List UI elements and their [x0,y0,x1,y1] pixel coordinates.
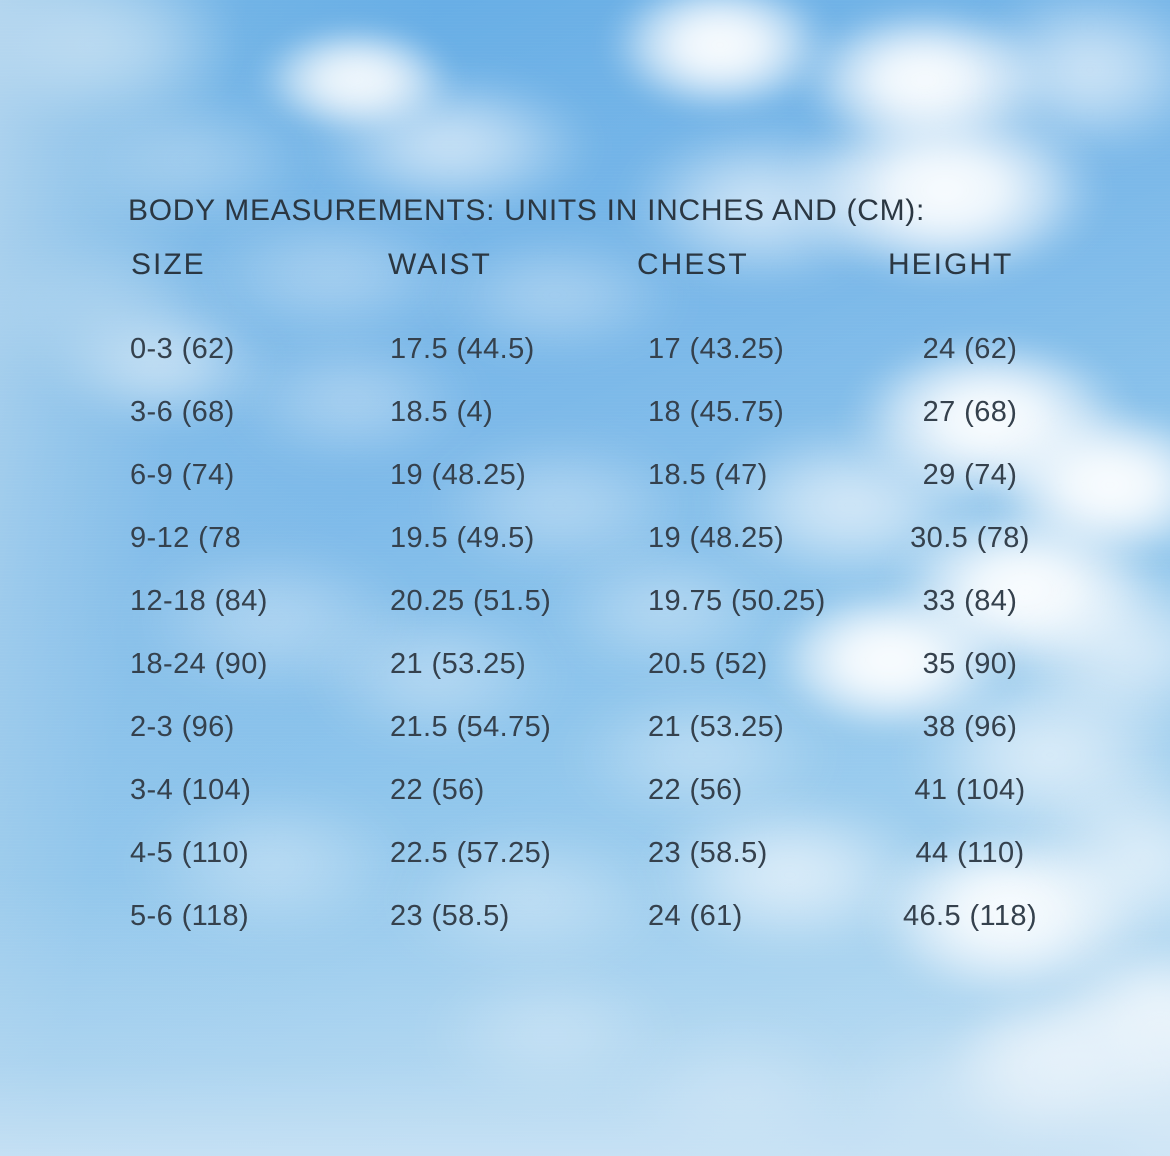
cell-chest: 24 (61) [648,900,743,932]
column-header-chest: CHEST [637,248,749,281]
cell-waist: 19.5 (49.5) [390,522,535,554]
column-header-size: SIZE [131,248,206,281]
cell-waist: 21.5 (54.75) [390,711,552,743]
cell-waist: 23 (58.5) [390,900,510,932]
cell-waist: 18.5 (4) [390,396,494,428]
cell-waist: 22.5 (57.25) [390,837,552,869]
table-row: 18-24 (90) 21 (53.25) 20.5 (52) 35 (90) [0,647,1170,710]
cell-size: 0-3 (62) [130,333,235,365]
column-header-height: HEIGHT [888,248,1014,281]
cell-chest: 17 (43.25) [648,333,785,365]
table-row: 0-3 (62) 17.5 (44.5) 17 (43.25) 24 (62) [0,332,1170,395]
cell-size: 5-6 (118) [130,900,250,932]
cell-waist: 20.25 (51.5) [390,585,552,617]
cell-chest: 19.75 (50.25) [648,585,826,617]
cell-waist: 19 (48.25) [390,459,527,491]
cell-size: 4-5 (110) [130,837,250,869]
cell-chest: 23 (58.5) [648,837,768,869]
cell-size: 3-6 (68) [130,396,235,428]
cell-waist: 22 (56) [390,774,485,806]
table-row: 3-6 (68) 18.5 (4) 18 (45.75) 27 (68) [0,395,1170,458]
cell-size: 18-24 (90) [130,648,268,680]
cell-chest: 19 (48.25) [648,522,785,554]
cell-chest: 18 (45.75) [648,396,785,428]
cell-size: 3-4 (104) [130,774,252,806]
cell-height: 41 (104) [914,774,1026,806]
chart-title: BODY MEASUREMENTS: UNITS IN INCHES AND (… [128,194,925,227]
table-row: 9-12 (78 19.5 (49.5) 19 (48.25) 30.5 (78… [0,521,1170,584]
cell-height: 30.5 (78) [910,522,1030,554]
table-row: 12-18 (84) 20.25 (51.5) 19.75 (50.25) 33… [0,584,1170,647]
cell-height: 24 (62) [922,333,1018,365]
column-header-waist: WAIST [388,248,492,281]
cell-height: 29 (74) [922,459,1018,491]
cell-waist: 17.5 (44.5) [390,333,535,365]
measurements-table: SIZE WAIST CHEST HEIGHT 0-3 (62) 17.5 (4… [0,248,1170,962]
table-header-row: SIZE WAIST CHEST HEIGHT [0,248,1170,332]
cell-size: 6-9 (74) [130,459,235,491]
cell-size: 12-18 (84) [130,585,268,617]
cell-chest: 18.5 (47) [648,459,768,491]
cell-height: 27 (68) [922,396,1018,428]
cell-height: 44 (110) [915,837,1025,869]
cell-height: 35 (90) [922,648,1018,680]
table-row: 2-3 (96) 21.5 (54.75) 21 (53.25) 38 (96) [0,710,1170,773]
cell-height: 46.5 (118) [902,900,1038,932]
cell-chest: 22 (56) [648,774,743,806]
cell-height: 38 (96) [922,711,1018,743]
cell-waist: 21 (53.25) [390,648,527,680]
table-row: 5-6 (118) 23 (58.5) 24 (61) 46.5 (118) [0,899,1170,962]
cell-size: 2-3 (96) [130,711,235,743]
table-row: 6-9 (74) 19 (48.25) 18.5 (47) 29 (74) [0,458,1170,521]
table-row: 3-4 (104) 22 (56) 22 (56) 41 (104) [0,773,1170,836]
table-row: 4-5 (110) 22.5 (57.25) 23 (58.5) 44 (110… [0,836,1170,899]
cell-height: 33 (84) [922,585,1018,617]
cell-size: 9-12 (78 [130,522,242,554]
cell-chest: 20.5 (52) [648,648,768,680]
cell-chest: 21 (53.25) [648,711,785,743]
